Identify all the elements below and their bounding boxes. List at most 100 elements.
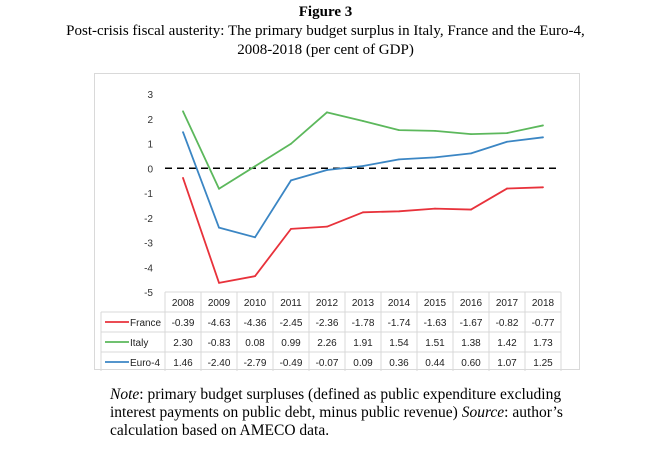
data-label: -1.63	[424, 318, 447, 329]
data-label: -0.07	[316, 358, 339, 369]
x-tick-label: 2015	[424, 298, 447, 309]
y-tick-label: 0	[147, 164, 153, 175]
data-label: 1.51	[425, 338, 445, 349]
source-text: : author’s calculation based on AMECO da…	[110, 404, 563, 439]
data-label: 1.91	[353, 338, 373, 349]
data-point-italy	[182, 110, 184, 113]
data-label: -2.45	[280, 318, 303, 329]
data-label: 1.54	[389, 338, 409, 349]
figure-label: Figure 3	[298, 4, 353, 20]
data-point-italy	[290, 142, 292, 145]
data-point-france	[254, 275, 256, 278]
data-point-euro-4	[506, 140, 508, 143]
y-tick-label: -2	[144, 214, 153, 225]
y-tick-label: 1	[147, 140, 153, 151]
y-tick-label: -1	[144, 189, 153, 200]
y-tick-label: 3	[147, 90, 153, 101]
data-point-france	[506, 187, 508, 190]
data-label: 0.99	[281, 338, 301, 349]
data-label: 1.07	[497, 358, 517, 369]
data-label: -2.40	[208, 358, 231, 369]
data-point-france	[434, 207, 436, 210]
x-tick-label: 2018	[532, 298, 555, 309]
x-tick-label: 2010	[244, 298, 267, 309]
data-label: 0.60	[461, 358, 481, 369]
legend-entry: Italy	[130, 338, 148, 349]
data-point-italy	[398, 129, 400, 132]
legend-entry: France	[130, 318, 162, 329]
data-label: -1.74	[388, 318, 411, 329]
data-label: 2.26	[317, 338, 337, 349]
data-point-euro-4	[398, 158, 400, 161]
data-point-france	[470, 208, 472, 211]
source-label: Source	[461, 404, 505, 421]
x-tick-label: 2013	[352, 298, 375, 309]
data-point-italy	[362, 120, 364, 122]
data-label: 1.25	[533, 358, 553, 369]
data-point-euro-4	[218, 226, 220, 229]
data-point-italy	[506, 132, 508, 135]
data-point-italy	[542, 124, 544, 127]
x-tick-label: 2011	[280, 298, 302, 309]
data-label: 1.73	[533, 338, 553, 349]
data-label: 0.09	[353, 358, 373, 369]
data-point-italy	[470, 133, 472, 135]
data-label: -0.82	[496, 318, 519, 329]
data-point-italy	[434, 129, 436, 132]
data-label: 0.44	[425, 358, 445, 369]
data-label: -1.78	[352, 318, 375, 329]
data-label: -2.79	[244, 358, 267, 369]
data-point-italy	[254, 165, 256, 168]
data-point-italy	[218, 187, 220, 190]
chart-title-line-1: Post-crisis fiscal austerity: The primar…	[66, 23, 585, 39]
data-label: -0.39	[172, 318, 195, 329]
data-point-france	[182, 177, 184, 179]
data-point-france	[326, 225, 328, 228]
y-tick-label: 2	[147, 115, 153, 126]
data-label: -4.63	[208, 318, 231, 329]
data-label: 2.30	[173, 338, 193, 349]
y-tick-label: -4	[144, 263, 153, 274]
data-label: 1.38	[461, 338, 481, 349]
data-label: -4.36	[244, 318, 267, 329]
data-label: 0.08	[245, 338, 265, 349]
data-label: -0.49	[280, 358, 303, 369]
data-point-france	[218, 281, 220, 284]
x-tick-label: 2017	[496, 298, 519, 309]
data-label: 0.36	[389, 358, 409, 369]
series-line-france	[182, 177, 544, 284]
line-chart: 3 2 1 0 -1 -2 -3 -4 -5 2008 2009 2010 2011 2012 2013 20…	[100, 90, 562, 371]
data-point-euro-4	[434, 156, 436, 159]
data-label: -0.83	[208, 338, 231, 349]
data-point-france	[542, 186, 544, 189]
chart-frame: 3 2 1 0 -1 -2 -3 -4 -5 2008 2009 2010 2011 2012 2013 20…	[94, 73, 580, 371]
data-point-euro-4	[182, 131, 184, 134]
data-label: -2.36	[316, 318, 339, 329]
data-point-france	[290, 227, 292, 230]
x-tick-label: 2016	[460, 298, 483, 309]
data-point-euro-4	[326, 169, 328, 171]
series-line-italy	[182, 110, 544, 190]
y-tick-label: -3	[144, 239, 153, 250]
data-point-euro-4	[290, 179, 292, 182]
x-tick-label: 2014	[388, 298, 411, 309]
x-tick-label: 2009	[208, 298, 231, 309]
legend-entry: Euro-4	[130, 358, 160, 369]
y-tick-label: -5	[144, 288, 153, 299]
data-point-euro-4	[470, 152, 472, 155]
x-tick-label: 2008	[172, 298, 195, 309]
data-point-france	[362, 211, 364, 214]
data-point-italy	[326, 111, 328, 114]
data-point-euro-4	[254, 236, 256, 239]
data-label: -0.77	[532, 318, 555, 329]
data-point-france	[398, 210, 400, 213]
x-tick-label: 2012	[316, 298, 339, 309]
data-point-euro-4	[362, 165, 364, 167]
figure-note: Note: primary budget surpluses (defined …	[110, 386, 610, 440]
series-line-euro-4	[182, 131, 544, 239]
chart-title-line-2: 2008-2018 (per cent of GDP)	[237, 42, 414, 58]
data-label: 1.42	[497, 338, 517, 349]
data-point-euro-4	[542, 136, 544, 139]
data-label: -1.67	[460, 318, 483, 329]
data-label: 1.46	[173, 358, 193, 369]
